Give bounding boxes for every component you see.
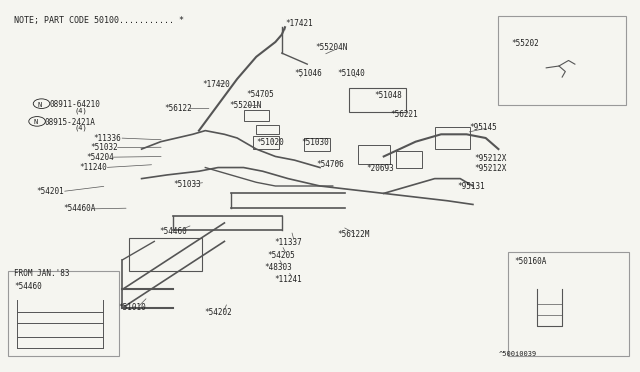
Text: *55201N: *55201N [230, 101, 262, 110]
Bar [256, 125, 278, 134]
Text: *51010: *51010 [118, 303, 146, 312]
Text: *11241: *11241 [274, 275, 302, 283]
Text: *11240: *11240 [79, 163, 107, 172]
Text: NOTE; PART CODE 50100........... *: NOTE; PART CODE 50100........... * [14, 16, 184, 25]
Text: *17420: *17420 [202, 80, 230, 89]
Text: *51030: *51030 [301, 138, 328, 147]
Bar [508, 253, 629, 356]
Text: *51040: *51040 [338, 69, 365, 78]
Bar [129, 238, 202, 271]
Text: *54460: *54460 [14, 282, 42, 291]
Text: *56122: *56122 [164, 104, 191, 113]
Text: *56221: *56221 [390, 109, 418, 119]
Text: *54201: *54201 [36, 187, 64, 196]
Text: *51033: *51033 [173, 180, 201, 189]
Text: *54705: *54705 [246, 90, 275, 99]
Text: 08911-64210: 08911-64210 [49, 100, 100, 109]
Text: *11336: *11336 [94, 134, 122, 142]
Text: *95212X: *95212X [474, 164, 507, 173]
Bar [499, 16, 626, 105]
Text: *95131: *95131 [457, 182, 484, 191]
Text: *51020: *51020 [256, 138, 284, 147]
Text: *51046: *51046 [294, 69, 323, 78]
Bar [396, 151, 422, 167]
Bar [358, 145, 390, 164]
Text: *54460A: *54460A [64, 204, 96, 214]
Bar [8, 271, 119, 356]
Text: *20693: *20693 [367, 164, 394, 173]
Bar [435, 127, 470, 149]
Text: *51032: *51032 [91, 143, 118, 152]
Text: N: N [38, 102, 42, 108]
Text: *54205: *54205 [268, 251, 296, 260]
Text: *54460: *54460 [159, 227, 187, 235]
Text: *56122M: *56122M [338, 230, 370, 239]
Text: 08915-2421A: 08915-2421A [45, 118, 95, 127]
Text: *55204N: *55204N [316, 43, 348, 52]
Text: *11337: *11337 [274, 238, 302, 247]
Text: *17421: *17421 [285, 19, 313, 28]
Text: *48303: *48303 [264, 263, 292, 272]
Text: *95145: *95145 [470, 123, 497, 132]
Text: *54202: *54202 [204, 308, 232, 317]
Text: *95212X: *95212X [474, 154, 507, 163]
Bar [244, 110, 269, 121]
Text: *54204: *54204 [86, 153, 114, 162]
Text: (4): (4) [75, 107, 88, 114]
Text: N: N [33, 119, 37, 125]
Bar [349, 88, 406, 112]
Text: *51048: *51048 [374, 91, 402, 100]
Bar [253, 136, 278, 149]
Text: *50160A: *50160A [515, 257, 547, 266]
Text: (4): (4) [75, 125, 88, 131]
Text: ^500i0039: ^500i0039 [499, 351, 537, 357]
Text: FROM JAN.'83: FROM JAN.'83 [14, 269, 70, 279]
Text: *55202: *55202 [511, 39, 539, 48]
Text: *54706: *54706 [317, 160, 344, 169]
Bar [304, 138, 330, 151]
